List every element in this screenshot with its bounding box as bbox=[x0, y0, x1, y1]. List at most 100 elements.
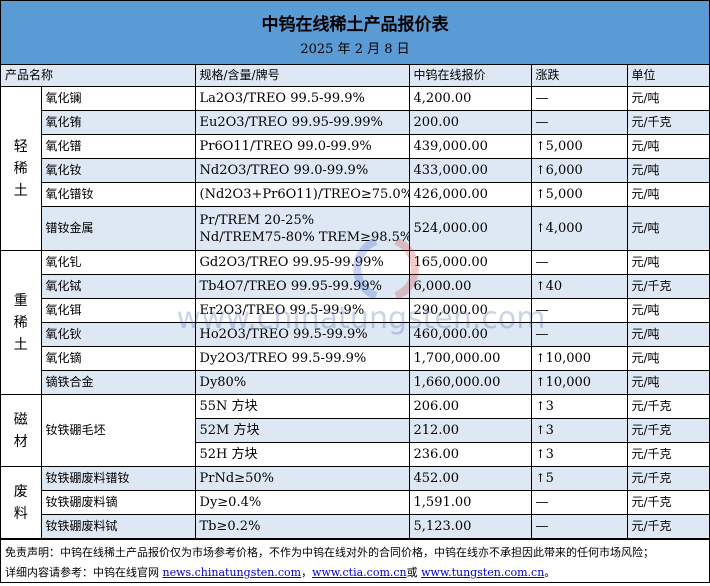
product-name: 氧化铽 bbox=[41, 274, 196, 299]
price-cell: 439,000.00 bbox=[408, 134, 532, 159]
change-value: 5,000 bbox=[545, 139, 583, 154]
category-cell: 废料 bbox=[1, 466, 42, 539]
price-cell: 433,000.00 bbox=[408, 158, 532, 183]
change-cell: ↑3 bbox=[530, 442, 628, 467]
unit-cell: 元/吨 bbox=[626, 298, 710, 323]
link-ctia[interactable]: www.ctia.com.cn bbox=[312, 566, 407, 579]
change-cell: — bbox=[530, 86, 628, 111]
table-row: 轻稀土 氧化镧 La2O3/TREO 99.5-99.9% 4,200.00— 元/吨 bbox=[1, 86, 710, 251]
period: 。 bbox=[544, 566, 556, 579]
unit-cell: 元/千克 bbox=[626, 394, 710, 419]
table-row: 氧化铽 Tb4O7/TREO 99.95-99.99% 6,000.00 ↑40 元/千… bbox=[1, 274, 710, 299]
price-cell: 524,000.00 bbox=[408, 206, 532, 251]
spec-cell: Tb4O7/TREO 99.95-99.99% bbox=[194, 274, 410, 299]
change-value: — bbox=[535, 327, 549, 342]
category-cell: 磁材 bbox=[1, 394, 42, 467]
change-value: 10,000 bbox=[545, 375, 592, 390]
unit-cell: 元/吨 bbox=[626, 182, 710, 207]
link-tungsten[interactable]: www.tungsten.com.cn bbox=[421, 566, 545, 579]
arrow-up-icon: ↑ bbox=[535, 375, 546, 389]
spec-cell: Tb≥0.2% bbox=[194, 514, 410, 539]
change-cell: ↑5,000 bbox=[530, 182, 628, 207]
header-unit: 单位 bbox=[626, 65, 710, 87]
change-value: — bbox=[535, 91, 549, 106]
change-cell: ↑4,000 bbox=[530, 206, 628, 251]
separator: ， bbox=[301, 566, 313, 579]
price-cell: 1,700,000.00 bbox=[408, 346, 532, 371]
disclaimer: 免责声明：中钨在线稀土产品报价仅为市场参考价格，不作为中钨在线对外的合同价格，中… bbox=[5, 546, 654, 559]
price-cell: 206.00 bbox=[408, 394, 532, 419]
spec-cell: La2O3/TREO 99.5-99.9% bbox=[194, 86, 410, 111]
product-name: 钕铁硼废料镨钕 bbox=[40, 466, 196, 491]
price-cell: 290,000.00 bbox=[408, 298, 532, 323]
product-name: 钕铁硼废料镝 bbox=[41, 490, 196, 515]
table-row: 废料 钕铁硼废料镨钕 PrNd≥50% 452.00 ↑5 元/千克 bbox=[1, 466, 710, 539]
change-value: 5,000 bbox=[545, 187, 583, 202]
spec-cell: Nd2O3/TREO 99.0-99.9% bbox=[194, 158, 410, 183]
spec-cell: 55N 方块 bbox=[194, 394, 410, 419]
table-row: 氧化镨钕 (Nd2O3+Pr6O11)/TREO≥75.0% 426,000.00 ↑… bbox=[1, 182, 710, 207]
product-name: 氧化钬 bbox=[41, 322, 196, 347]
table-row: 氧化钕 Nd2O3/TREO 99.0-99.9% 433,000.00 ↑6,000… bbox=[1, 158, 710, 183]
unit-cell: 元/千克 bbox=[626, 418, 710, 443]
price-cell: 452.00 bbox=[408, 466, 532, 491]
spec-cell: Gd2O3/TREO 99.95-99.99% bbox=[194, 250, 410, 275]
product-name: 镝铁合金 bbox=[41, 370, 196, 395]
table-row: 钕铁硼废料镝 Dy≥0.4% 1,591.00— 元/千克 bbox=[1, 490, 710, 515]
change-value: 3 bbox=[545, 447, 554, 462]
unit-cell: 元/吨 bbox=[626, 206, 710, 251]
product-name: 氧化铕 bbox=[41, 110, 196, 135]
arrow-up-icon: ↑ bbox=[535, 187, 546, 201]
price-cell: 165,000.00 bbox=[408, 250, 532, 275]
product-name: 氧化钕 bbox=[41, 158, 196, 183]
unit-cell: 元/吨 bbox=[626, 322, 710, 347]
arrow-up-icon: ↑ bbox=[535, 279, 546, 293]
price-cell: 200.00 bbox=[408, 110, 532, 135]
unit-cell: 元/千克 bbox=[626, 466, 710, 491]
table-row: 钕铁硼废料铽 Tb≥0.2% 5,123.00— 元/千克 bbox=[1, 514, 710, 539]
product-name: 氧化钆 bbox=[40, 250, 196, 275]
price-table: 产品名称 规格/含量/牌号 中钨在线报价 涨跌 单位 轻稀土 氧化镧 La2O3/T… bbox=[1, 65, 710, 539]
spec-cell: Er2O3/TREO 99.5-99.9% bbox=[194, 298, 410, 323]
spec-cell: Dy80% bbox=[194, 370, 410, 395]
title-bar: 中钨在线稀土产品报价表 2025 年 2 月 8 日 bbox=[1, 1, 709, 65]
arrow-up-icon: ↑ bbox=[535, 351, 546, 365]
price-cell: 4,200.00 bbox=[408, 86, 532, 111]
table-row: 磁材 钕铁硼毛坯 55N 方块 206.00 ↑3 元/千克 bbox=[1, 394, 710, 467]
product-name: 氧化铒 bbox=[41, 298, 196, 323]
product-name: 镨钕金属 bbox=[41, 206, 196, 251]
date: 2025 年 2 月 8 日 bbox=[300, 42, 410, 57]
unit-cell: 元/千克 bbox=[626, 514, 710, 539]
change-cell: — bbox=[530, 322, 628, 347]
unit-cell: 元/吨 bbox=[626, 158, 710, 183]
footer: 免责声明：中钨在线稀土产品报价仅为市场参考价格，不作为中钨在线对外的合同价格，中… bbox=[1, 539, 709, 586]
change-value: 3 bbox=[545, 399, 554, 414]
unit-cell: 元/吨 bbox=[626, 346, 710, 371]
spec-cell: Dy≥0.4% bbox=[194, 490, 410, 515]
change-value: 5 bbox=[545, 471, 554, 486]
spec-line: Nd/TREM75-80% TREM≥98.5% bbox=[199, 229, 410, 245]
unit-cell: 元/吨 bbox=[626, 86, 710, 111]
unit-cell: 元/吨 bbox=[626, 250, 710, 275]
reference-prefix: 详细内容请参考：中钨在线官网 bbox=[5, 566, 163, 579]
unit-cell: 元/千克 bbox=[626, 442, 710, 467]
spec-cell: 52H 方块 bbox=[195, 442, 410, 467]
spec-line: Pr/TREM 20-25% bbox=[199, 212, 315, 228]
change-value: 10,000 bbox=[545, 351, 592, 366]
product-name: 氧化镝 bbox=[41, 346, 196, 371]
product-name: 钕铁硼毛坯 bbox=[40, 394, 196, 467]
spec-cell: PrNd≥50% bbox=[194, 466, 410, 491]
change-value: — bbox=[535, 115, 549, 130]
link-news-chinatungsten[interactable]: news.chinatungsten.com bbox=[162, 566, 302, 579]
table-row: 氧化铒 Er2O3/TREO 99.5-99.9% 290,000.00— 元/吨 bbox=[1, 298, 710, 323]
table-header: 产品名称 规格/含量/牌号 中钨在线报价 涨跌 单位 bbox=[1, 65, 710, 87]
change-cell: — bbox=[530, 514, 628, 539]
change-cell: — bbox=[530, 250, 628, 275]
arrow-up-icon: ↑ bbox=[535, 221, 546, 235]
page-title: 中钨在线稀土产品报价表 bbox=[261, 15, 449, 35]
product-name: 氧化镨钕 bbox=[41, 182, 196, 207]
price-cell: 426,000.00 bbox=[408, 182, 532, 207]
change-cell: ↑10,000 bbox=[530, 346, 628, 371]
table-row: 镝铁合金 Dy80% 1,660,000.00 ↑10,000 元/吨 bbox=[1, 370, 710, 395]
